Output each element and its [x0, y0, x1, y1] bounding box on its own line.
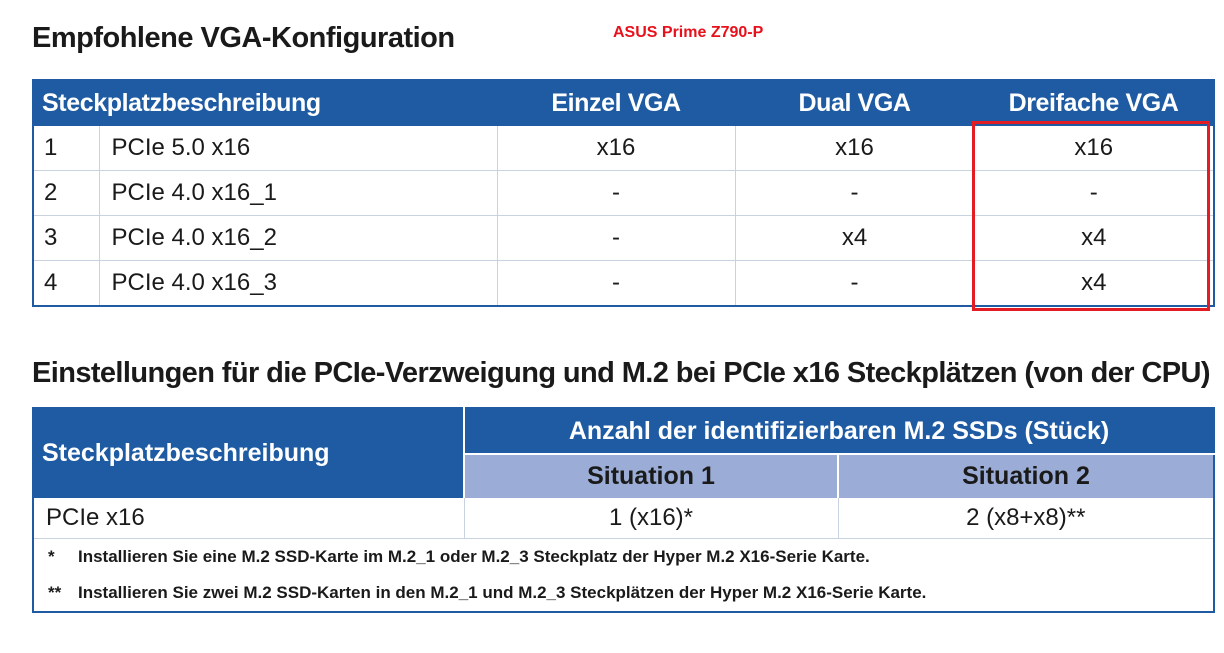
- header-situation-2: Situation 2: [838, 453, 1215, 498]
- slot-name: PCIe 5.0 x16: [98, 126, 497, 171]
- slot-name: PCIe 4.0 x16_2: [98, 215, 497, 261]
- footnote-2: ** Installieren Sie zwei M.2 SSD-Karten i…: [33, 575, 1214, 612]
- table-header-row: Steckplatzbeschreibung Einzel VGA Dual V…: [33, 80, 1214, 126]
- header-slot-description: Steckplatzbeschreibung: [33, 80, 497, 126]
- table-row: 4 PCIe 4.0 x16_3 - - x4: [33, 260, 1214, 306]
- dual-vga-value: x16: [734, 126, 974, 171]
- footnote-mark: *: [48, 547, 55, 566]
- vga-config-table: Steckplatzbeschreibung Einzel VGA Dual V…: [32, 79, 1215, 307]
- footnote-row: ** Installieren Sie zwei M.2 SSD-Karten i…: [33, 575, 1214, 612]
- slot-name: PCIe x16: [33, 498, 464, 539]
- dual-vga-value: x4: [734, 215, 974, 261]
- slot-number: 1: [33, 126, 99, 171]
- table-row: 2 PCIe 4.0 x16_1 - - -: [33, 170, 1214, 216]
- footnote-1: * Installieren Sie eine M.2 SSD-Karte im …: [33, 539, 1214, 576]
- footnote-text: Installieren Sie zwei M.2 SSD-Karten in …: [78, 583, 927, 602]
- footnote-mark: **: [48, 583, 62, 602]
- header-slot-description: Steckplatzbeschreibung: [33, 408, 465, 498]
- dual-vga-value: -: [734, 260, 974, 306]
- single-vga-value: -: [496, 215, 735, 261]
- triple-vga-value: x16: [973, 126, 1214, 171]
- slot-number: 2: [33, 170, 99, 216]
- situation-1-value: 1 (x16)*: [463, 498, 838, 539]
- table-subheader-row: Situation 1 Situation 2: [33, 453, 1215, 498]
- table-row: 1 PCIe 5.0 x16 x16 x16 x16: [33, 126, 1214, 171]
- slot-number: 4: [44, 269, 58, 296]
- situation-2-value: 2 (x8+x8)**: [837, 498, 1215, 539]
- brand-label: ASUS Prime Z790-P: [613, 24, 764, 41]
- header-situation-1: Situation 1: [464, 453, 839, 498]
- dual-vga-value: -: [734, 170, 974, 216]
- slot-name: PCIe 4.0 x16_3: [98, 260, 497, 306]
- vga-config-title: Empfohlene VGA-Konfiguration: [32, 22, 455, 54]
- header-single-vga: Einzel VGA: [497, 80, 735, 126]
- single-vga-value: x16: [496, 126, 735, 171]
- triple-vga-value: x4: [973, 215, 1214, 261]
- single-vga-value: -: [496, 170, 735, 216]
- footnote-text: Installieren Sie eine M.2 SSD-Karte im M…: [78, 547, 870, 566]
- triple-vga-value: -: [973, 170, 1214, 216]
- footnote-row: * Installieren Sie eine M.2 SSD-Karte im …: [33, 539, 1214, 576]
- bifurcation-title: Einstellungen für die PCIe-Verzweigung u…: [32, 357, 1211, 389]
- table-header-row: Steckplatzbeschreibung Anzahl der identi…: [33, 408, 1215, 498]
- slot-number: 3: [33, 215, 99, 261]
- table-row: 3 PCIe 4.0 x16_2 - x4 x4: [33, 215, 1214, 261]
- header-triple-vga: Dreifache VGA: [974, 80, 1214, 126]
- bifurcation-table: Steckplatzbeschreibung Anzahl der identi…: [32, 407, 1216, 613]
- single-vga-value: -: [496, 260, 735, 306]
- slot-name: PCIe 4.0 x16_1: [98, 170, 497, 216]
- header-dual-vga: Dual VGA: [735, 80, 974, 126]
- header-m2-count: Anzahl der identifizierbaren M.2 SSDs (S…: [464, 408, 1215, 454]
- triple-vga-value: x4: [973, 260, 1214, 306]
- table-row: PCIe x16 1 (x16)* 2 (x8+x8)**: [33, 498, 1215, 539]
